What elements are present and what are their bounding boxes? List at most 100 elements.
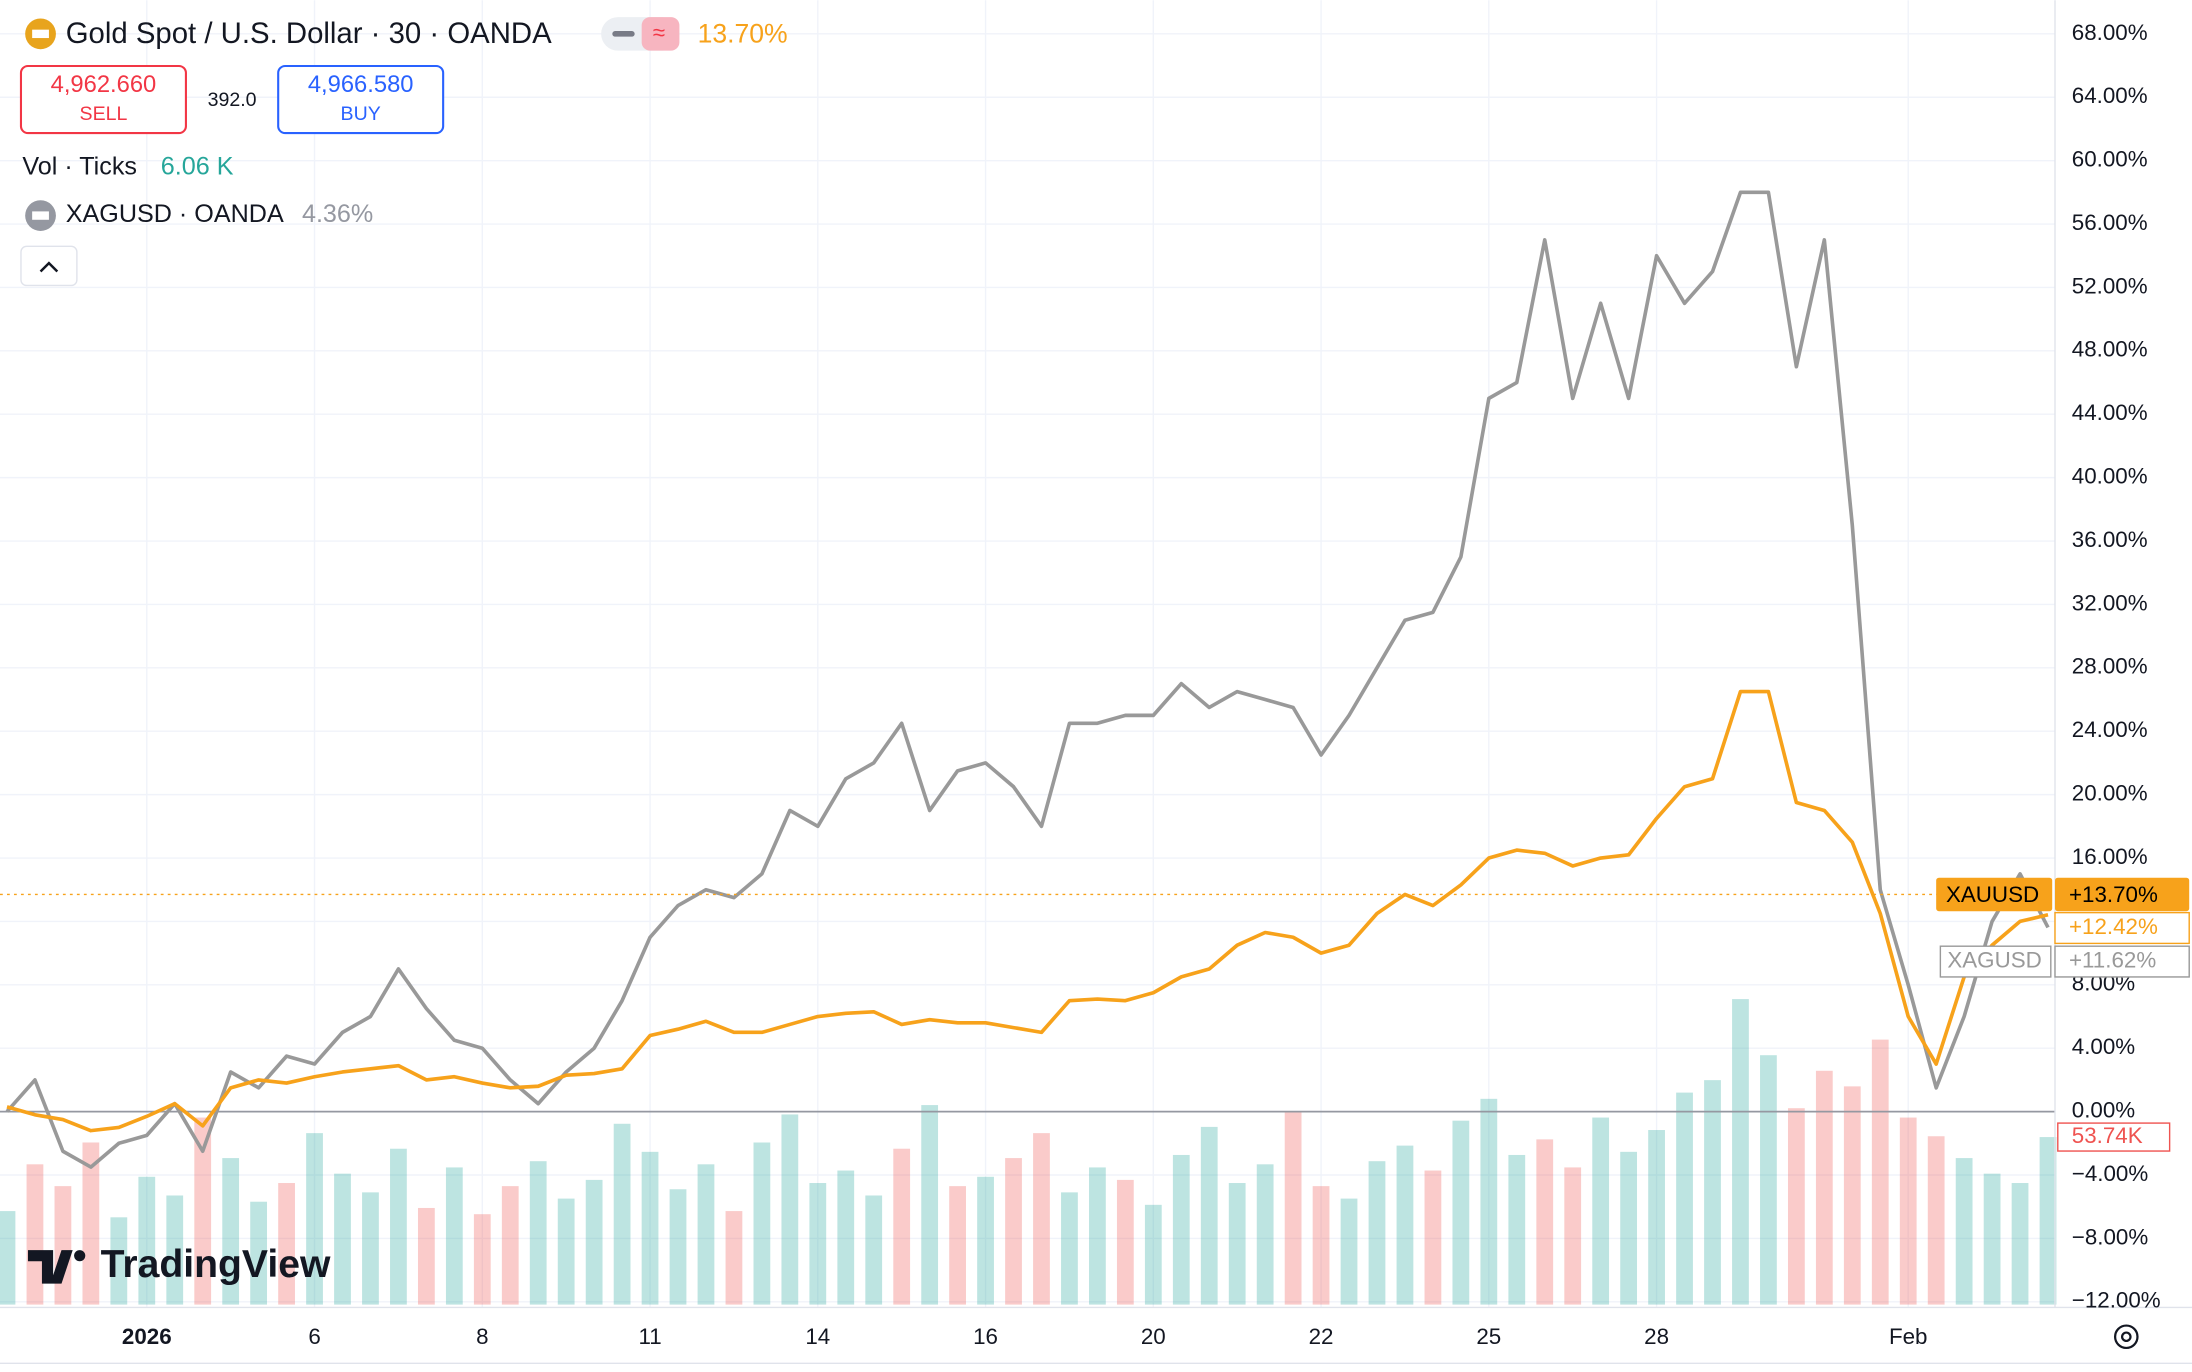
volume-bar (501, 1186, 519, 1305)
x-tick-label: 14 (805, 1324, 830, 1349)
volume-bar (1648, 1130, 1665, 1305)
volume-bar (1033, 1133, 1050, 1305)
sell-label: SELL (80, 103, 128, 125)
volume-bar (138, 1176, 156, 1305)
volume-bar (1815, 1070, 1833, 1305)
volume-bar (278, 1183, 295, 1305)
volume-bar (390, 1148, 407, 1305)
price-line-label: +13.70% (2069, 882, 2158, 907)
compare-legend: XAGUSD · OANDA (66, 200, 284, 228)
volume-bar (557, 1198, 575, 1305)
volume-bar (1005, 1158, 1022, 1305)
volume-bar (54, 1186, 72, 1305)
volume-bar (1843, 1086, 1861, 1305)
volume-bar (1620, 1151, 1638, 1305)
x-tick-label: 2026 (122, 1324, 172, 1349)
price-axis: −12.00%−8.00%−4.00%0.00%4.00%8.00%12.00%… (2054, 0, 2161, 1313)
volume-bar (949, 1186, 966, 1305)
volume-bar (1061, 1192, 1078, 1305)
price-line-name-box (1936, 877, 2053, 912)
volume-bar (1760, 1055, 1777, 1305)
price-line-box (2055, 877, 2190, 912)
volume-bar (306, 1133, 323, 1305)
volume-bar (1256, 1164, 1274, 1305)
volume-bar (1927, 1136, 1945, 1305)
last-value-box (2054, 911, 2190, 945)
volume-bar (445, 1167, 463, 1305)
y-tick-label: 64.00% (2072, 83, 2148, 108)
volume-bar (1676, 1092, 1693, 1305)
brand: TradingView (27, 1243, 331, 1286)
last-value-box (2054, 945, 2190, 978)
volume-bar (529, 1161, 547, 1305)
y-tick-label: 24.00% (2072, 717, 2148, 742)
brand-logo-dot (74, 1250, 86, 1262)
y-tick-label: 44.00% (2072, 400, 2148, 425)
settings-icon[interactable] (2113, 1324, 2139, 1350)
brand-logo (27, 1250, 73, 1284)
plot (0, 190, 2055, 1169)
volume-bar (1340, 1198, 1358, 1305)
volume-bar (1955, 1158, 1973, 1305)
volume-bar (697, 1164, 715, 1305)
volume-bar (1424, 1170, 1442, 1305)
volume-bar (809, 1183, 827, 1305)
sell-button[interactable] (19, 64, 187, 135)
volume-bar (977, 1176, 994, 1305)
volume-bar (641, 1151, 659, 1305)
y-tick-label: 0.00% (2072, 1098, 2136, 1123)
volume-bar (1312, 1186, 1330, 1305)
volume-bar (669, 1189, 687, 1305)
x-tick-label: 28 (1644, 1324, 1669, 1349)
compare-icon-bar (32, 211, 49, 220)
y-tick-label: −8.00% (2072, 1224, 2149, 1249)
settings-icon-core (2120, 1331, 2132, 1343)
volume-bar (1787, 1108, 1805, 1305)
volume-bar (1732, 999, 1749, 1305)
volume-bar (362, 1192, 379, 1305)
volume-bar (2039, 1137, 2057, 1305)
collapse-icon (39, 261, 59, 273)
series-name: XAGUSD (1947, 947, 2041, 972)
volume-bar (1200, 1126, 1218, 1305)
symbol-title: Gold Spot / U.S. Dollar · 30 · OANDA (66, 17, 552, 50)
y-tick-label: 40.00% (2072, 464, 2148, 489)
x-tick-label: 6 (308, 1324, 320, 1349)
x-tick-label: 20 (1141, 1324, 1166, 1349)
volume-bar (334, 1173, 351, 1305)
volume-legend-value: 6.06 K (161, 153, 234, 181)
price-line-name: XAUUSD (1946, 882, 2039, 907)
y-tick-label: −4.00% (2072, 1161, 2149, 1186)
time-axis: 2026 6 8 11 14 16 20 22 25 28 Feb (122, 1324, 1928, 1349)
volume-bar (585, 1179, 603, 1305)
buy-label: BUY (341, 103, 381, 125)
volume-last-box (2057, 1122, 2171, 1152)
volume-bar (1536, 1139, 1554, 1305)
y-tick-label: 28.00% (2072, 654, 2148, 679)
x-tick-label: 16 (973, 1324, 998, 1349)
last-value-label: +12.42% (2069, 914, 2158, 939)
y-tick-label: 32.00% (2072, 590, 2148, 615)
y-tick-label: 52.00% (2072, 273, 2148, 298)
volume-bar (26, 1164, 44, 1305)
volume-bar (1368, 1161, 1386, 1305)
volume-bar (194, 1117, 212, 1305)
buy-button[interactable] (277, 64, 445, 135)
toggle-on (641, 17, 680, 51)
volume-bar (0, 1211, 16, 1305)
volume-bar (1172, 1154, 1190, 1305)
compare-change: 4.36% (302, 200, 373, 228)
sell-price: 4,962.660 (51, 71, 157, 98)
spread: 392.0 (208, 89, 257, 111)
symbol-icon-bar (32, 29, 49, 39)
volume-bar (1396, 1145, 1414, 1305)
volume-legend: Vol · Ticks (22, 153, 137, 181)
y-tick-label: −12.00% (2072, 1288, 2161, 1313)
symbol-change: 13.70% (698, 18, 788, 48)
volume-bar (865, 1195, 883, 1305)
volume-bar (2011, 1183, 2029, 1305)
last-value-label: +11.62% (2069, 947, 2156, 972)
collapse-button[interactable] (20, 245, 78, 287)
buy-price: 4,966.580 (308, 71, 414, 98)
volume-pane (0, 999, 2057, 1305)
